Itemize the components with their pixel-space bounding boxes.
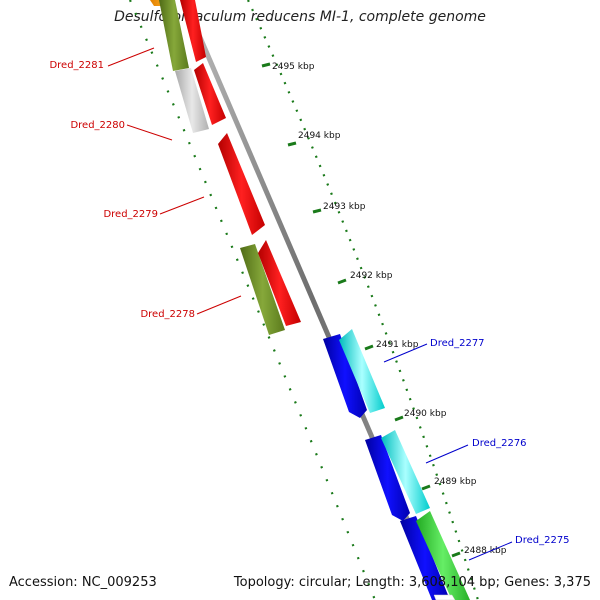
gene-label-dred-2280: Dred_2280 — [70, 120, 125, 131]
topology-label: Topology: circular; Length: 3,608,104 bp… — [233, 575, 591, 590]
leader-line-dred-2275 — [468, 541, 513, 561]
scale-tick-label: 2491 kbp — [376, 340, 419, 350]
gene-dred-2281-red — [180, 0, 206, 62]
reverse-strand-genes — [150, 0, 450, 600]
gene-white-partial — [433, 594, 456, 600]
gene-label-dred-2275: Dred_2275 — [515, 535, 570, 546]
major-tick — [312, 208, 322, 214]
gene-dred-2281-olive — [159, 0, 189, 71]
gene-dred-2279-red — [218, 133, 265, 235]
major-tick — [451, 551, 461, 558]
gene-dred-2277-blue — [323, 334, 367, 418]
scale-tick-label: 2492 kbp — [350, 271, 393, 281]
map-title: Desulfotomaculum reducens MI-1, complete… — [114, 9, 486, 25]
inner-dotted-ring — [128, 0, 377, 600]
major-tick — [364, 344, 374, 351]
gene-label-dred-2279: Dred_2279 — [103, 209, 158, 220]
leader-line-dred-2279 — [159, 196, 205, 215]
major-tick — [337, 278, 347, 285]
major-tick — [287, 141, 297, 147]
gene-label-dred-2278: Dred_2278 — [140, 309, 195, 320]
major-tick — [394, 415, 404, 422]
outer-scale-ring — [246, 0, 480, 600]
accession-label: Accession: NC_009253 — [9, 575, 157, 590]
gene-label-dred-2281: Dred_2281 — [49, 60, 104, 71]
scale-tick-labels: 2495 kbp 2494 kbp 2493 kbp 2492 kbp 2491… — [272, 62, 507, 556]
scale-tick-label: 2490 kbp — [404, 409, 447, 419]
gene-dred-2277-cyan — [339, 329, 385, 413]
gene-label-leaders — [107, 47, 513, 561]
gene-dred-2275-green — [416, 511, 470, 600]
leader-line-dred-2276 — [425, 444, 469, 464]
forward-strand-genes — [180, 0, 470, 600]
leader-line-dred-2277 — [383, 343, 428, 363]
leader-line-dred-2278 — [196, 295, 242, 315]
gene-label-dred-2277: Dred_2277 — [430, 338, 485, 349]
scale-tick-label: 2495 kbp — [272, 62, 315, 72]
major-tick — [421, 484, 431, 491]
gene-dred-2275-blue — [400, 516, 450, 600]
gene-dred-2276-cyan — [381, 430, 430, 514]
leader-line-dred-2280 — [126, 124, 173, 141]
gene-dred-2278-red — [258, 240, 301, 326]
gene-dred-2280-red — [194, 63, 226, 125]
scale-tick-marks — [261, 62, 461, 558]
major-tick — [261, 62, 271, 68]
gene-label-dred-2276: Dred_2276 — [472, 438, 527, 449]
scale-tick-label: 2493 kbp — [323, 202, 366, 212]
gene-dred-2280-gray — [175, 68, 209, 133]
leader-line-dred-2281 — [107, 47, 155, 67]
scale-tick-label: 2488 kbp — [464, 546, 507, 556]
scale-tick-label: 2494 kbp — [298, 131, 341, 141]
gene-dred-2278-olive — [240, 244, 285, 335]
gene-dred-2276-blue — [365, 435, 410, 521]
gene-labels: Dred_2281 Dred_2280 Dred_2279 Dred_2278 … — [49, 60, 569, 546]
scale-tick-label: 2489 kbp — [434, 477, 477, 487]
